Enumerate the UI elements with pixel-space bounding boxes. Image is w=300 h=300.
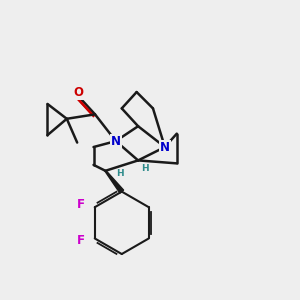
Text: O: O	[74, 86, 84, 99]
Text: N: N	[111, 135, 121, 148]
Text: H: H	[116, 169, 124, 178]
Text: F: F	[76, 234, 85, 247]
Text: H: H	[141, 164, 148, 173]
Polygon shape	[105, 170, 124, 193]
Text: N: N	[160, 140, 170, 154]
Text: F: F	[76, 198, 85, 211]
